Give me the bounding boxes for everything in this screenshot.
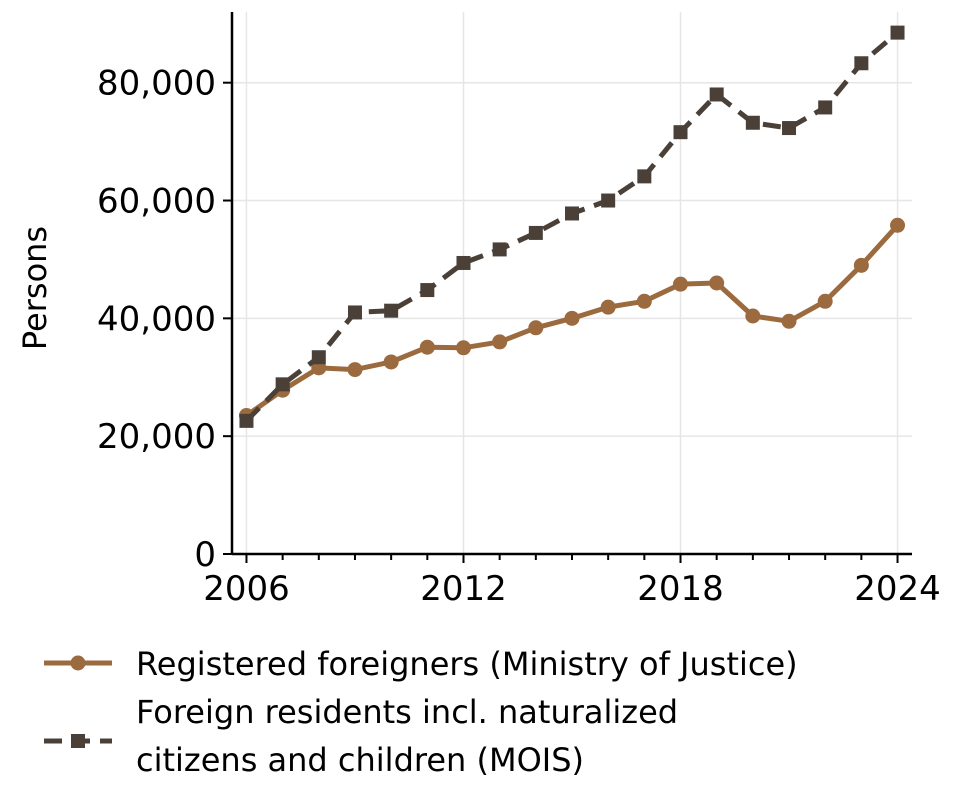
x-tick-label: 2024 [854, 569, 941, 609]
y-tick-label: 80,000 [97, 64, 216, 104]
legend-marker-2 [71, 734, 85, 748]
legend-label-1: Registered foreigners (Ministry of Justi… [136, 645, 798, 683]
series-line-2 [244, 30, 900, 423]
series-point-2 [384, 303, 399, 318]
series-point-1 [564, 310, 580, 326]
series-point-1 [853, 257, 869, 273]
series-point-2 [420, 283, 435, 298]
series-point-2 [782, 121, 797, 136]
series-point-1 [673, 276, 689, 292]
x-tick-label: 2012 [420, 569, 507, 609]
series-layer [238, 25, 906, 428]
series-point-1 [528, 320, 544, 336]
series-point-2 [637, 169, 652, 184]
series-point-2 [565, 206, 579, 221]
series-point-2 [890, 25, 905, 40]
series-point-1 [383, 354, 399, 370]
series-point-2 [854, 56, 869, 71]
legend-label-2: Foreign residents incl. naturalized [136, 693, 678, 731]
series-point-1 [709, 275, 725, 291]
series-point-1 [419, 339, 435, 355]
series-point-2 [239, 413, 254, 428]
legend-label-2: citizens and children (MOIS) [136, 741, 584, 779]
series-point-1 [781, 313, 797, 329]
series-point-1 [455, 340, 471, 356]
y-tick-label: 20,000 [97, 417, 216, 457]
y-tick-label: 40,000 [97, 299, 216, 339]
series-point-1 [745, 308, 761, 324]
series-point-1 [817, 293, 833, 309]
series-point-1 [347, 362, 363, 378]
x-tick-label: 2006 [203, 569, 290, 609]
series-point-2 [709, 87, 724, 102]
series-point-2 [673, 125, 688, 140]
series-point-1 [492, 334, 508, 350]
series-point-1 [636, 293, 652, 309]
series-point-2 [818, 100, 833, 115]
series-point-1 [600, 299, 616, 315]
legend-marker-1 [70, 655, 86, 671]
series-point-2 [745, 115, 760, 130]
y-axis-title: Persons [16, 226, 54, 350]
series-point-2 [528, 225, 543, 240]
legend: Registered foreigners (Ministry of Justi… [44, 645, 798, 779]
series-point-2 [456, 255, 471, 270]
grid-lines [232, 12, 912, 554]
series-point-2 [601, 193, 616, 208]
y-tick-label: 60,000 [97, 182, 216, 222]
series-point-1 [890, 217, 906, 233]
series-point-2 [492, 242, 507, 257]
axes [223, 12, 912, 563]
tick-labels: 2006 2012 2018 2024 0 20,000 40,000 60,000 80,00… [97, 64, 941, 609]
x-tick-label: 2018 [637, 569, 724, 609]
series-point-2 [311, 350, 326, 365]
series-point-2 [275, 377, 290, 392]
series-point-2 [347, 305, 362, 320]
y-tick-label: 0 [194, 535, 216, 575]
